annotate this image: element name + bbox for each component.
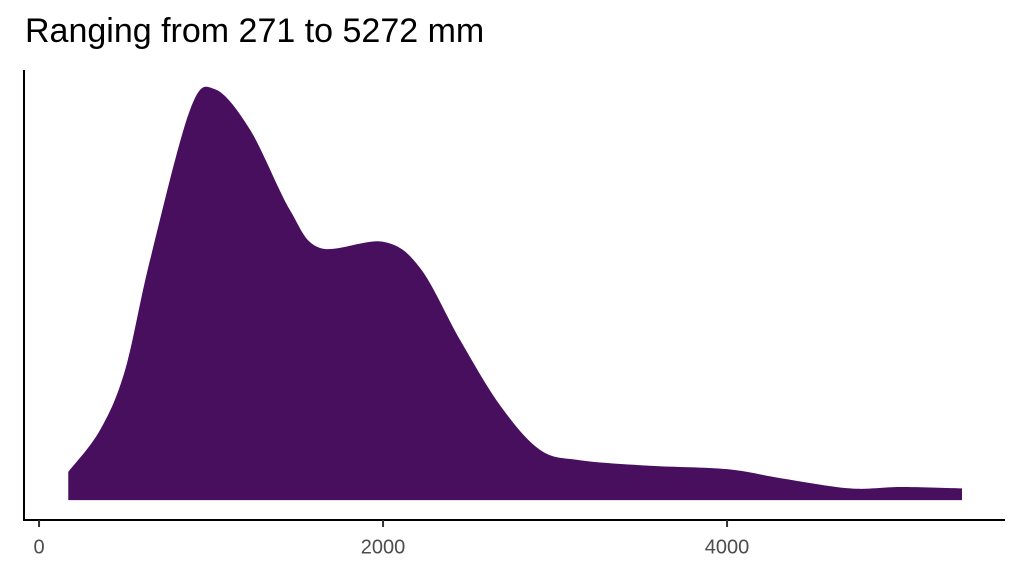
chart-title: Ranging from 271 to 5272 mm — [25, 12, 484, 50]
density-area — [68, 86, 962, 501]
x-tick-label: 2000 — [361, 536, 406, 558]
x-tick-label: 4000 — [705, 536, 750, 558]
x-tick-label: 0 — [33, 536, 44, 558]
